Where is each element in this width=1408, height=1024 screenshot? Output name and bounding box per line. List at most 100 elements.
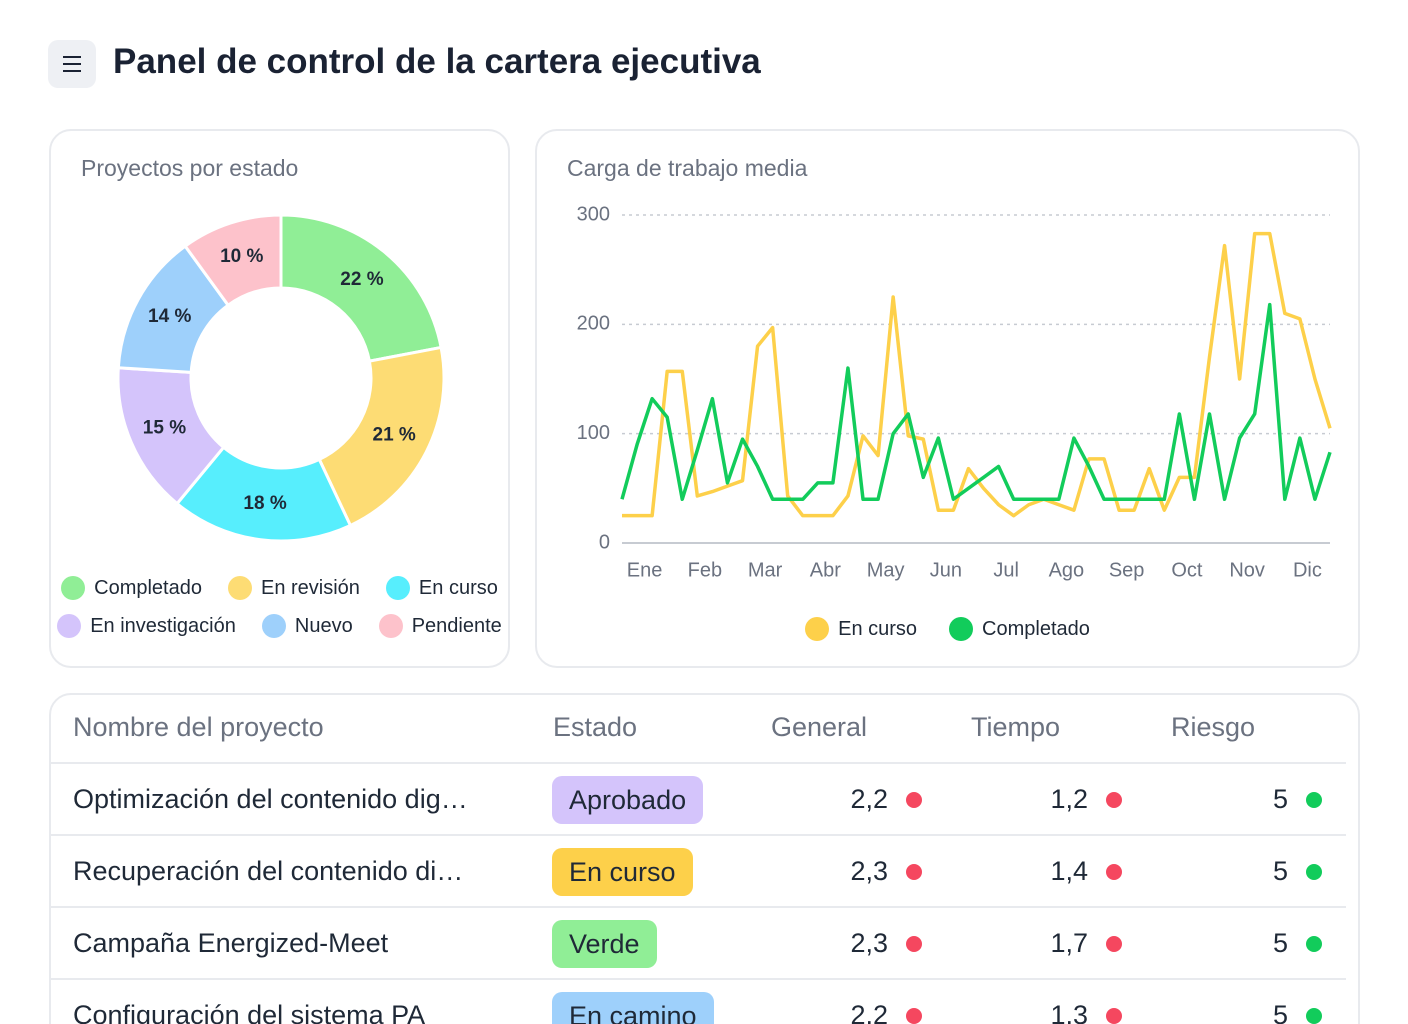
general-value: 2,3 — [850, 856, 888, 886]
series-line — [622, 231, 1332, 518]
tiempo-value: 1,7 — [1050, 928, 1088, 958]
line-chart: 0 100 200 300 Ene Feb Mar Abr May Jun Jul Ago Sep Oct… — [577, 203, 1332, 581]
row-separator — [49, 834, 1346, 836]
x-tick-label: Feb — [688, 559, 722, 581]
x-tick-label: Abr — [810, 559, 841, 581]
status-badge: Verde — [552, 920, 657, 968]
legend-label: En revisión — [260, 576, 360, 599]
pie-card: Proyectos por estado 22 % 21 % 18 % 15 % 14 … — [49, 129, 510, 668]
project-name: Configuración del sistema PA — [73, 1000, 426, 1024]
series-line — [620, 302, 1332, 502]
legend-item: Nuevo — [261, 614, 353, 638]
riesgo-value: 5 — [1272, 1000, 1288, 1024]
pie-slice — [174, 445, 353, 543]
general-indicator — [906, 792, 922, 808]
x-tick-label: Nov — [1229, 559, 1265, 581]
chart-title: Proyectos por estado — [81, 155, 299, 181]
x-tick-label: Oct — [1171, 559, 1203, 581]
general-value: 2,3 — [850, 928, 888, 958]
row-separator — [49, 978, 1346, 980]
chart-title: Carga de trabajo media — [567, 155, 808, 181]
column-header: Estado — [553, 712, 638, 742]
y-tick-label: 0 — [599, 531, 610, 553]
legend-swatch — [61, 576, 86, 600]
status-badge: Aprobado — [552, 776, 704, 824]
column-header: Nombre del proyecto — [73, 712, 324, 742]
legend-item: En revisión — [227, 576, 360, 600]
x-tick-label: Mar — [748, 559, 783, 581]
y-tick-label: 300 — [577, 203, 610, 225]
row-separator — [49, 906, 1346, 908]
legend-item: En curso — [805, 617, 917, 641]
tiempo-value: 1,3 — [1050, 1000, 1088, 1024]
legend-swatch — [805, 617, 830, 641]
pie-slice — [317, 345, 446, 528]
legend-swatch — [378, 614, 403, 638]
x-tick-label: Jun — [930, 559, 962, 581]
tiempo-indicator — [1106, 864, 1122, 880]
general-indicator — [906, 936, 922, 952]
x-tick-label: Dic — [1293, 559, 1322, 581]
column-header: General — [771, 712, 868, 742]
project-name: Campaña Energized-Meet — [73, 928, 389, 958]
data-label: 10 % — [220, 246, 263, 267]
menu-button[interactable] — [48, 40, 96, 88]
legend-swatch — [57, 614, 82, 638]
column-header: Tiempo — [971, 712, 1061, 742]
project-name: Optimización del contenido dig… — [73, 784, 468, 814]
legend-label: Pendiente — [411, 614, 502, 637]
column-header: Riesgo — [1171, 712, 1256, 742]
data-label: 15 % — [143, 417, 186, 438]
row-separator — [49, 762, 1346, 764]
legend-item: Completado — [949, 617, 1090, 641]
status-badge: En curso — [552, 848, 693, 896]
pie-slice — [183, 213, 283, 308]
legend-label: En curso — [838, 617, 918, 640]
tiempo-indicator — [1106, 1008, 1122, 1024]
riesgo-indicator — [1306, 792, 1322, 808]
legend-swatch — [261, 614, 286, 638]
page-title: Panel de control de la cartera ejecutiva — [113, 42, 761, 81]
status-badge: En camino — [552, 992, 714, 1024]
legend-label: Completado — [94, 576, 202, 599]
general-indicator — [906, 864, 922, 880]
project-name: Recuperación del contenido di… — [73, 856, 464, 886]
riesgo-indicator — [1306, 936, 1322, 952]
legend: Completado En revisión En curso En investig… — [51, 576, 508, 638]
line-card: Carga de trabajo media 0 100 200 300 Ene Feb M… — [535, 129, 1360, 668]
y-tick-label: 100 — [577, 422, 610, 444]
y-tick-label: 200 — [577, 313, 610, 335]
riesgo-value: 5 — [1272, 856, 1288, 886]
data-label: 21 % — [373, 425, 416, 446]
tiempo-value: 1,4 — [1050, 856, 1088, 886]
pie-chart: 22 % 21 % 18 % 15 % 14 % 10 % — [116, 213, 446, 543]
legend-item: Pendiente — [378, 614, 502, 638]
legend-swatch — [385, 576, 410, 600]
tiempo-value: 1,2 — [1050, 784, 1088, 814]
x-tick-label: Sep — [1109, 559, 1145, 581]
x-tick-label: Jul — [993, 559, 1019, 581]
x-tick-label: Ago — [1049, 559, 1085, 581]
legend-item: En investigación — [57, 614, 236, 638]
legend-label: Nuevo — [294, 614, 353, 637]
legend-label: Completado — [982, 617, 1090, 640]
tiempo-indicator — [1106, 936, 1122, 952]
x-tick-label: Ene — [627, 559, 663, 581]
general-indicator — [906, 1008, 922, 1024]
tiempo-indicator — [1106, 792, 1122, 808]
legend-item: En curso — [385, 576, 498, 600]
pie-slice — [279, 213, 443, 363]
data-label: 18 % — [243, 493, 286, 514]
legend-swatch — [227, 576, 252, 600]
data-label: 22 % — [340, 269, 383, 290]
legend-item: Completado — [61, 576, 202, 600]
x-tick-label: May — [867, 559, 905, 581]
riesgo-value: 5 — [1272, 928, 1288, 958]
riesgo-indicator — [1306, 1008, 1322, 1024]
general-value: 2,2 — [850, 1000, 888, 1024]
general-value: 2,2 — [850, 784, 888, 814]
riesgo-value: 5 — [1272, 784, 1288, 814]
legend-label: En investigación — [90, 614, 236, 637]
legend: En curso Completado — [537, 617, 1358, 641]
